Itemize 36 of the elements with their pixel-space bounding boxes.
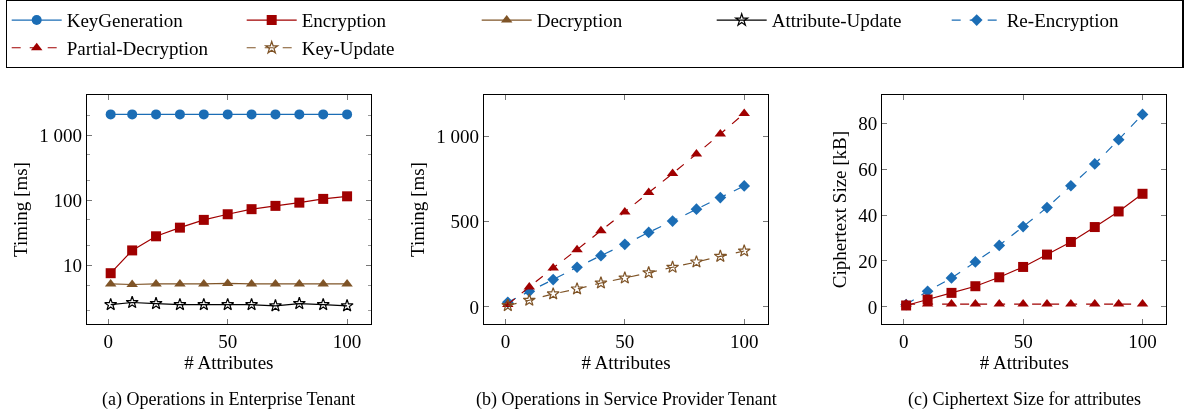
x-axis-title: # Attributes xyxy=(979,351,1069,373)
y-tick-label: 500 xyxy=(450,211,480,233)
x-tick-label: 100 xyxy=(1128,330,1157,352)
legend-label: Key-Update xyxy=(301,38,395,60)
y-tick-label: 80 xyxy=(858,113,878,135)
x-tick-label: 100 xyxy=(729,330,759,352)
legend-label: Re-Encryption xyxy=(1006,10,1120,32)
y-tick-label: 10 xyxy=(62,255,82,277)
y-tick-label: 40 xyxy=(858,204,878,226)
y-tick-label: 100 xyxy=(53,189,82,211)
y-tick-label: 1 000 xyxy=(39,124,82,146)
legend-label: Decryption xyxy=(536,10,623,32)
x-axis-title: # Attributes xyxy=(581,351,671,373)
text: (a) Operations in Enterprise Tenant xyxy=(102,389,356,410)
x-tick-label: 100 xyxy=(332,330,362,352)
legend-label: Encryption xyxy=(301,10,387,32)
y-axis-title: Timing [ms] xyxy=(10,162,31,257)
y-tick-label: 1 000 xyxy=(436,125,480,147)
x-tick-label: 0 xyxy=(103,330,114,352)
legend-label: Attribute-Update xyxy=(771,10,902,32)
x-tick-label: 50 xyxy=(1013,330,1033,352)
y-axis-title: Timing [ms] xyxy=(407,162,429,257)
text: (c) Ciphertext Size for attributes xyxy=(908,389,1141,410)
legend-label: KeyGeneration xyxy=(66,10,184,32)
y-tick-label: 20 xyxy=(858,250,878,272)
x-tick-label: 50 xyxy=(615,330,635,352)
x-tick-label: 50 xyxy=(218,330,238,352)
x-axis-title: # Attributes xyxy=(184,351,274,373)
text: (b) Operations in Service Provider Tenant xyxy=(476,389,777,410)
legend-label: Partial-Decryption xyxy=(66,38,209,60)
y-tick-label: 0 xyxy=(469,296,480,318)
x-tick-label: 0 xyxy=(898,330,909,352)
y-axis-title: Ciphertext Size [kB] xyxy=(829,130,851,289)
y-tick-label: 60 xyxy=(858,158,878,180)
y-tick-label: 0 xyxy=(867,296,878,318)
x-tick-label: 0 xyxy=(500,330,511,352)
